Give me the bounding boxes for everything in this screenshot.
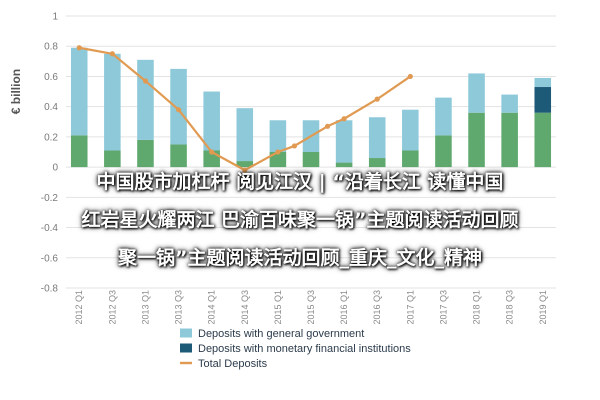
bar-general-government-10 — [402, 109, 419, 151]
bar-base-12 — [468, 112, 485, 168]
bar-base-10 — [402, 150, 419, 168]
total-deposits-point — [275, 149, 281, 155]
bar-base-0 — [70, 135, 88, 168]
legend-total-deposits-label: Total Deposits — [198, 358, 268, 370]
bar-base-11 — [435, 135, 452, 168]
bar-general-government-5 — [236, 108, 254, 162]
total-deposits-point — [242, 167, 248, 173]
x-tick-label: 2013 Q1 — [140, 290, 150, 325]
y-axis-label: € billion — [9, 69, 23, 114]
bar-general-government-4 — [203, 91, 220, 151]
y-tick-label: 0 — [52, 163, 58, 174]
bar-general-government-12 — [468, 73, 485, 113]
legend-general-government-label: Deposits with general government — [198, 328, 364, 340]
y-tick-label: 1 — [52, 12, 58, 23]
y-tick-label: -0.2 — [41, 193, 59, 204]
bar-general-government-2 — [137, 59, 154, 140]
legend-monetary-institutions-label: Deposits with monetary financial institu… — [198, 343, 411, 355]
y-tick-label: -0.4 — [41, 223, 59, 234]
y-tick-label: 0.4 — [44, 102, 58, 113]
x-tick-label: 2016 Q1 — [339, 290, 349, 325]
bar-general-government-0 — [70, 47, 88, 136]
x-tick-label: 2017 Q1 — [405, 290, 415, 325]
bar-general-government-8 — [335, 120, 353, 163]
total-deposits-point — [209, 149, 215, 155]
y-tick-label: -0.6 — [41, 253, 59, 264]
bar-base-1 — [104, 150, 121, 168]
x-tick-label: 2012 Q1 — [74, 290, 84, 325]
total-deposits-point — [291, 143, 298, 149]
bar-general-government-1 — [104, 53, 121, 151]
x-tick-label: 2018 Q3 — [505, 290, 515, 325]
bar-base-7 — [302, 152, 320, 168]
y-tick-label: 0.2 — [44, 132, 58, 143]
legend-general-government-swatch — [180, 328, 192, 338]
bar-monetary-institutions-14 — [534, 87, 552, 113]
bar-base-2 — [137, 139, 154, 168]
y-tick-label: 0.6 — [44, 72, 58, 83]
bar-general-government-11 — [435, 97, 452, 136]
bar-general-government-9 — [368, 117, 386, 159]
bar-general-government-3 — [170, 68, 187, 145]
bar-base-14 — [534, 112, 552, 168]
bar-general-government-14 — [534, 77, 552, 88]
bar-base-9 — [368, 158, 386, 168]
bar-base-6 — [269, 152, 287, 168]
bar-base-5 — [236, 161, 254, 168]
x-tick-label: 2014 Q3 — [240, 290, 250, 325]
x-tick-label: 2014 Q1 — [207, 290, 217, 325]
total-deposits-point — [175, 107, 182, 113]
bar-general-government-13 — [501, 94, 518, 113]
x-tick-label: 2012 Q3 — [107, 290, 117, 325]
total-deposits-point — [109, 51, 115, 57]
total-deposits-point — [76, 45, 82, 51]
bar-base-8 — [335, 162, 353, 168]
x-tick-label: 2015 Q3 — [306, 290, 316, 325]
x-tick-label: 2015 Q1 — [273, 290, 283, 325]
bar-base-3 — [170, 144, 187, 168]
total-deposits-point — [341, 116, 347, 122]
y-tick-label: 0.8 — [44, 42, 58, 53]
x-tick-label: 2017 Q3 — [438, 290, 448, 325]
total-deposits-point — [374, 96, 380, 102]
x-tick-label: 2019 Q1 — [538, 290, 548, 325]
x-tick-label: 2016 Q3 — [372, 290, 382, 325]
total-deposits-line — [79, 46, 411, 172]
y-tick-label: -0.8 — [41, 284, 59, 295]
x-tick-label: 2013 Q3 — [174, 290, 184, 325]
total-deposits-point — [324, 123, 331, 129]
total-deposits-point — [407, 73, 413, 80]
bar-base-13 — [501, 112, 518, 168]
bar-general-government-6 — [269, 120, 287, 152]
legend-monetary-institutions-swatch — [180, 343, 192, 353]
x-tick-label: 2018 Q1 — [472, 290, 482, 325]
total-deposits-point — [142, 78, 149, 84]
